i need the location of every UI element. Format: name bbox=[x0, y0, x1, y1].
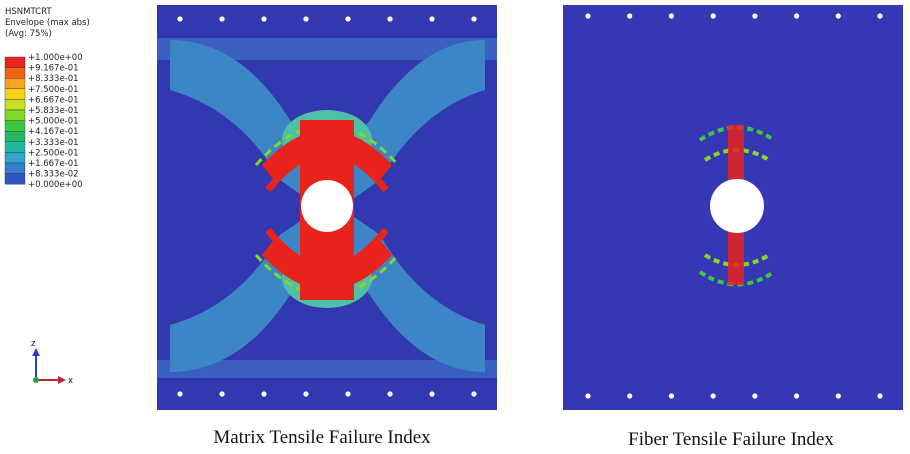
hole bbox=[303, 16, 308, 21]
legend-label: +5.000e-01 bbox=[28, 117, 79, 127]
legend-subtitle: Envelope (max abs) bbox=[5, 18, 90, 28]
hole bbox=[219, 16, 224, 21]
figure: HSNMTCRT Envelope (max abs) (Avg: 75%) +… bbox=[0, 0, 910, 454]
legend: +1.000e+00+9.167e-01+8.333e-01+7.500e-01… bbox=[5, 53, 83, 190]
hole bbox=[794, 393, 799, 398]
legend-label: +8.333e-01 bbox=[28, 74, 79, 84]
triad-z: z bbox=[31, 339, 36, 349]
hole bbox=[836, 393, 841, 398]
legend-label: +1.667e-01 bbox=[28, 159, 79, 169]
legend-swatch bbox=[5, 142, 25, 153]
triad-x: x bbox=[68, 376, 73, 386]
caption: Fiber Tensile Failure Index bbox=[628, 429, 834, 450]
legend-swatch bbox=[5, 78, 25, 89]
hole bbox=[752, 13, 757, 18]
matrix-contour bbox=[157, 5, 497, 410]
hole bbox=[794, 13, 799, 18]
legend-label: +4.167e-01 bbox=[28, 127, 79, 137]
hole bbox=[877, 13, 882, 18]
legend-variable: HSNMTCRT bbox=[5, 7, 52, 17]
hole bbox=[219, 391, 224, 396]
legend-averaging: (Avg: 75%) bbox=[5, 29, 52, 39]
hole bbox=[345, 391, 350, 396]
legend-swatch bbox=[5, 152, 25, 163]
legend-label: +3.333e-01 bbox=[28, 138, 79, 148]
legend-label: +2.500e-01 bbox=[28, 148, 79, 158]
legend-swatch bbox=[5, 131, 25, 142]
hole bbox=[669, 13, 674, 18]
legend-label: +9.167e-01 bbox=[28, 64, 79, 74]
hole bbox=[387, 391, 392, 396]
hole bbox=[627, 393, 632, 398]
legend-swatch bbox=[5, 89, 25, 100]
legend-label: +7.500e-01 bbox=[28, 85, 79, 95]
legend-swatch bbox=[5, 99, 25, 110]
legend-label: +5.833e-01 bbox=[28, 106, 79, 116]
hole bbox=[177, 16, 182, 21]
hole bbox=[627, 13, 632, 18]
legend-swatch bbox=[5, 110, 25, 121]
caption: Matrix Tensile Failure Index bbox=[213, 427, 431, 448]
hole bbox=[711, 13, 716, 18]
hole bbox=[303, 391, 308, 396]
legend-label: +8.333e-02 bbox=[28, 170, 79, 180]
fiber-contour bbox=[563, 5, 903, 410]
legend-swatch bbox=[5, 121, 25, 132]
hole bbox=[345, 16, 350, 21]
hole bbox=[261, 391, 266, 396]
legend-label: +6.667e-01 bbox=[28, 95, 79, 105]
hole bbox=[669, 393, 674, 398]
hole bbox=[261, 16, 266, 21]
hole bbox=[836, 13, 841, 18]
legend-label: +0.000e+00 bbox=[28, 180, 83, 190]
hole bbox=[711, 393, 716, 398]
hole bbox=[471, 16, 476, 21]
legend-swatch bbox=[5, 174, 25, 185]
legend-swatch bbox=[5, 57, 25, 68]
legend-swatch bbox=[5, 163, 25, 174]
hole bbox=[752, 393, 757, 398]
hole bbox=[471, 391, 476, 396]
legend-label: +1.000e+00 bbox=[28, 53, 83, 63]
hole bbox=[429, 16, 434, 21]
hole bbox=[429, 391, 434, 396]
legend-swatch bbox=[5, 68, 25, 79]
hole bbox=[585, 13, 590, 18]
hole bbox=[177, 391, 182, 396]
hole bbox=[877, 393, 882, 398]
hole bbox=[387, 16, 392, 21]
axis-triad: z x bbox=[31, 339, 73, 386]
hole bbox=[585, 393, 590, 398]
